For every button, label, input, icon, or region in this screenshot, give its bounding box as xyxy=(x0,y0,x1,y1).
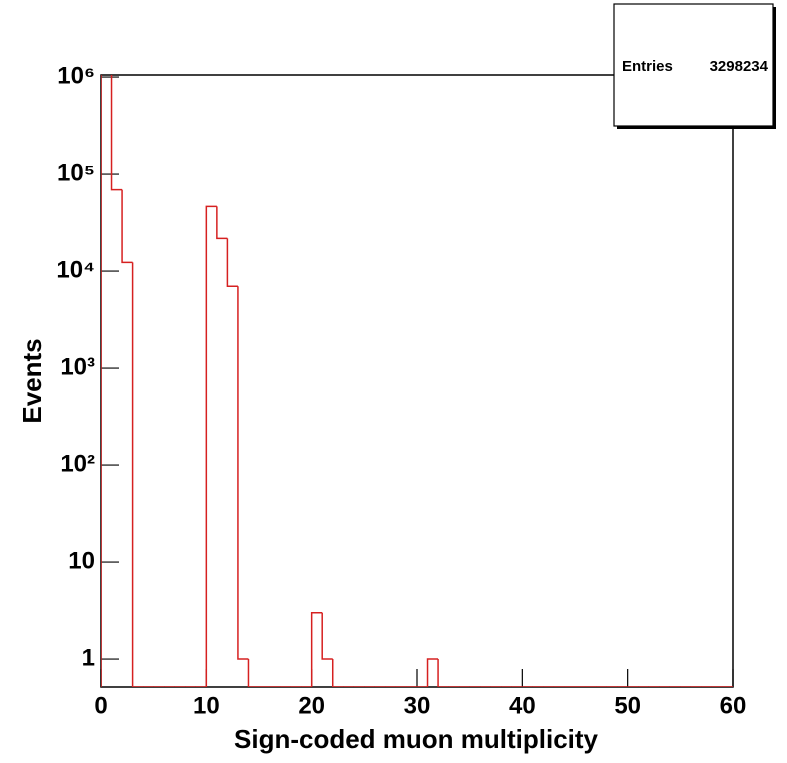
histogram-bin xyxy=(321,612,333,660)
stats-value: 3298234 xyxy=(710,58,769,75)
histogram xyxy=(101,75,733,687)
histogram-bin xyxy=(310,612,323,687)
histogram-bin xyxy=(205,205,217,687)
x-tick-label: 30 xyxy=(404,692,431,719)
x-tick-label: 60 xyxy=(720,692,747,719)
y-tick-label: 10³ xyxy=(60,353,95,380)
histogram-bin xyxy=(110,75,123,191)
histogram-bin xyxy=(437,659,449,687)
histogram-bin xyxy=(226,238,238,287)
x-tick-label: 10 xyxy=(193,692,220,719)
y-tick-label: 10² xyxy=(60,450,95,477)
histogram-bin xyxy=(237,286,249,660)
x-axis-label: Sign-coded muon multiplicity xyxy=(234,724,599,754)
stats-label: Entries xyxy=(622,58,673,75)
histogram-bin xyxy=(247,659,259,687)
y-tick-label: 10⁶ xyxy=(57,62,95,89)
histogram-bin xyxy=(426,658,439,687)
y-tick-label: 1 xyxy=(82,644,95,671)
histogram-bin xyxy=(331,659,344,687)
y-tick-label: 10⁴ xyxy=(56,256,95,283)
x-tick-label: 20 xyxy=(298,692,325,719)
x-tick-label: 50 xyxy=(614,692,641,719)
y-tick-label: 10 xyxy=(68,547,95,574)
stats-box xyxy=(613,3,774,127)
y-axis-label: Events xyxy=(17,338,47,423)
x-tick-label: 0 xyxy=(94,692,107,719)
y-tick-label: 10⁵ xyxy=(57,159,95,186)
histogram-bin xyxy=(131,262,144,687)
histogram-bin xyxy=(121,189,133,264)
x-tick-label: 40 xyxy=(509,692,536,719)
histogram-bin xyxy=(216,206,228,240)
